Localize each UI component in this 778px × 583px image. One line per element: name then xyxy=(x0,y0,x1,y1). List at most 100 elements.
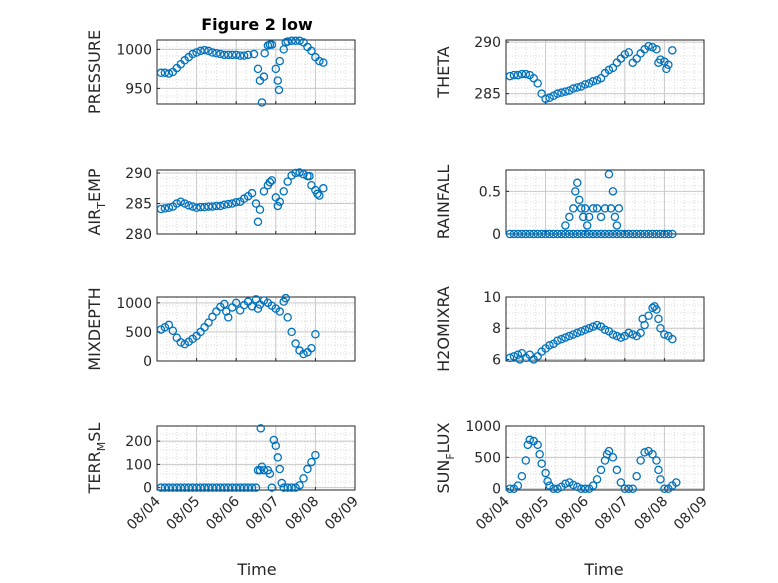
data-point xyxy=(305,171,314,181)
data-point xyxy=(576,229,586,239)
data-point xyxy=(168,326,178,335)
data-point xyxy=(549,484,558,493)
data-point xyxy=(656,475,665,484)
data-point xyxy=(231,50,241,60)
data-point xyxy=(628,330,637,339)
data-point xyxy=(636,328,645,338)
data-point xyxy=(180,483,189,492)
data-point xyxy=(249,49,259,59)
data-point xyxy=(580,229,590,239)
data-point xyxy=(529,73,538,83)
data-point xyxy=(644,41,653,51)
data-point xyxy=(608,63,618,73)
data-point xyxy=(224,313,233,322)
data-point xyxy=(660,229,669,239)
y-tick-label: 0.5 xyxy=(479,184,501,200)
data-point xyxy=(299,170,308,179)
data-point xyxy=(569,84,578,93)
data-point xyxy=(612,221,622,230)
data-point xyxy=(222,307,231,316)
series-markers xyxy=(156,36,328,107)
data-point xyxy=(188,202,197,211)
data-point xyxy=(517,229,527,239)
data-point xyxy=(636,229,645,239)
data-point xyxy=(525,229,535,239)
data-point xyxy=(662,64,671,74)
minor-grid xyxy=(506,426,704,490)
data-point xyxy=(243,50,253,60)
data-point xyxy=(584,212,594,222)
data-point xyxy=(624,328,634,338)
data-point xyxy=(168,483,178,492)
data-point xyxy=(208,312,217,322)
data-point xyxy=(592,475,602,484)
data-point xyxy=(569,480,578,490)
data-point xyxy=(505,353,515,363)
data-point xyxy=(204,483,213,492)
data-point xyxy=(616,229,626,239)
data-point xyxy=(273,76,283,85)
data-point xyxy=(608,453,618,462)
minor-grid xyxy=(506,40,704,104)
y-axis-label: MIXDEPTH xyxy=(85,287,104,370)
data-point xyxy=(275,464,285,474)
data-point xyxy=(299,349,308,359)
data-point xyxy=(588,204,598,213)
data-point xyxy=(303,464,312,474)
y-tick-label: 500 xyxy=(474,450,501,466)
data-point xyxy=(543,476,552,486)
data-point xyxy=(565,212,574,222)
data-point xyxy=(231,198,241,207)
data-point xyxy=(164,483,174,492)
data-point xyxy=(636,456,645,465)
data-point xyxy=(259,72,269,81)
data-point xyxy=(588,77,598,86)
data-point xyxy=(227,50,237,60)
data-point xyxy=(311,450,320,460)
data-point xyxy=(275,197,285,206)
data-point xyxy=(573,178,582,188)
data-point xyxy=(220,299,229,309)
data-point xyxy=(505,484,515,493)
data-point xyxy=(654,314,663,324)
data-point xyxy=(557,88,566,97)
data-point xyxy=(612,465,622,475)
data-point xyxy=(257,98,267,107)
data-point xyxy=(267,483,277,492)
x-tick-label: 08/09 xyxy=(671,494,711,534)
data-point xyxy=(632,471,641,481)
series-markers xyxy=(505,302,677,364)
data-point xyxy=(283,313,292,322)
data-point xyxy=(204,318,213,327)
data-point xyxy=(517,471,527,481)
data-point xyxy=(192,48,201,57)
data-point xyxy=(212,201,221,211)
data-point xyxy=(160,204,170,213)
data-point xyxy=(523,440,533,450)
data-point xyxy=(243,483,253,492)
data-point xyxy=(660,484,669,493)
data-point xyxy=(315,56,324,66)
data-point xyxy=(200,483,209,492)
figure-title: Figure 2 low xyxy=(201,15,313,34)
data-point xyxy=(216,201,225,211)
x-tick-label: 08/09 xyxy=(322,494,362,534)
data-point xyxy=(565,331,574,341)
data-point xyxy=(235,483,245,492)
data-point xyxy=(660,330,669,339)
data-point xyxy=(295,481,304,490)
data-point xyxy=(180,199,189,208)
data-point xyxy=(265,177,275,187)
data-point xyxy=(176,483,186,492)
data-point xyxy=(644,229,653,239)
data-point xyxy=(267,40,277,49)
y-tick-label: 950 xyxy=(125,81,152,97)
y-tick-label: 1000 xyxy=(116,42,152,58)
data-point xyxy=(231,483,241,492)
data-point xyxy=(668,334,677,344)
data-point xyxy=(196,46,205,56)
data-point xyxy=(176,197,186,206)
data-point xyxy=(606,204,616,213)
